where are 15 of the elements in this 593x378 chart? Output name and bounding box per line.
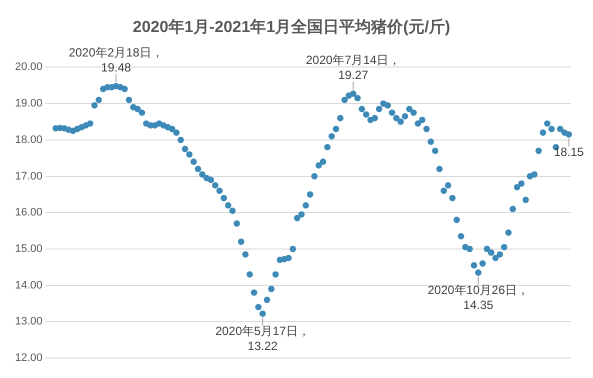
annotation: 18.15 [554, 144, 584, 159]
y-tick-label: 13.00 [14, 316, 43, 328]
y-tick-label: 15.00 [14, 242, 43, 255]
y-tick-label: 17.00 [14, 170, 43, 182]
y-tick-label: 18.00 [14, 134, 43, 146]
annotation: 2020年2月18日， 19.48 [68, 45, 164, 74]
chart-title: 2020年1月-2021年1月全国日平均猪价(元/斤) [132, 18, 450, 36]
annotation: 2020年7月14日， 19.27 [306, 53, 401, 82]
y-tick-label: 14.00 [14, 279, 43, 292]
y-tick-label: 12.00 [14, 352, 43, 364]
y-tick-label: 20.00 [14, 61, 43, 74]
annotation: 2020年5月17日， 13.22 [215, 324, 310, 353]
annotation: 2020年10月26日， 14.35 [428, 282, 529, 312]
y-tick-label: 16.00 [14, 206, 43, 219]
y-tick-label: 19.00 [14, 98, 43, 110]
